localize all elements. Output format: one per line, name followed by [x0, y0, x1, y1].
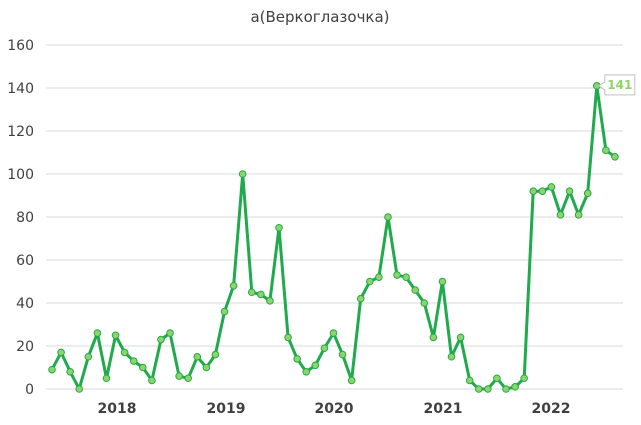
- series-markers: [48, 82, 619, 393]
- data-point: [456, 333, 465, 342]
- peak-callout: 141: [597, 74, 636, 96]
- data-point: [611, 153, 619, 161]
- data-point: [302, 368, 311, 376]
- data-point: [375, 273, 383, 282]
- data-point: [556, 211, 565, 219]
- y-axis-ticks: 0 20 40 60 80 100 120 140 160: [7, 38, 34, 398]
- data-point: [565, 187, 574, 195]
- data-point: [502, 385, 510, 393]
- data-point: [66, 368, 74, 376]
- data-point: [293, 355, 301, 363]
- data-point: [520, 374, 528, 383]
- data-point: [257, 290, 265, 299]
- y-tick-label: 140: [7, 81, 34, 97]
- data-point: [238, 170, 247, 178]
- data-point: [384, 213, 392, 221]
- y-tick-label: 80: [16, 210, 34, 226]
- data-point: [429, 333, 438, 342]
- data-point: [547, 183, 556, 191]
- data-point: [538, 187, 547, 195]
- chart-title: а(Веркоглазочка): [250, 8, 389, 26]
- data-point: [329, 329, 338, 337]
- data-point: [184, 374, 192, 383]
- x-tick-label: 2021: [424, 401, 463, 417]
- callout-box: [597, 74, 636, 96]
- data-point: [220, 307, 229, 316]
- data-point: [529, 187, 538, 195]
- data-point: [202, 363, 211, 372]
- data-point: [93, 329, 102, 337]
- data-point: [311, 361, 320, 370]
- data-point: [84, 352, 93, 361]
- data-point: [166, 329, 174, 337]
- data-point: [602, 146, 610, 155]
- data-point: [111, 331, 120, 340]
- x-axis-ticks: 2018 2019 2020 2021 2022: [98, 401, 571, 417]
- data-point: [229, 282, 238, 290]
- data-point: [320, 344, 329, 352]
- y-tick-label: 0: [25, 382, 34, 398]
- data-point: [157, 335, 165, 344]
- data-point: [474, 385, 483, 393]
- data-point: [247, 288, 256, 297]
- data-point: [366, 277, 374, 286]
- y-tick-label: 20: [16, 339, 34, 355]
- data-point: [275, 223, 283, 232]
- data-point: [511, 383, 519, 391]
- data-point: [139, 363, 147, 372]
- data-point: [411, 286, 420, 294]
- data-point: [175, 372, 183, 380]
- gridlines: [46, 44, 623, 390]
- x-tick-label: 2020: [315, 401, 354, 417]
- data-point: [356, 294, 365, 303]
- data-point: [574, 211, 583, 219]
- data-point: [193, 352, 202, 361]
- x-tick-label: 2022: [532, 401, 571, 417]
- data-point: [57, 348, 65, 357]
- data-point: [120, 348, 129, 357]
- data-point: [420, 299, 429, 307]
- data-point: [211, 350, 220, 359]
- data-point: [438, 277, 447, 286]
- data-point: [148, 376, 156, 385]
- data-point: [75, 385, 84, 393]
- data-point: [402, 273, 410, 282]
- data-point: [284, 333, 292, 342]
- y-tick-label: 100: [7, 167, 34, 183]
- data-point: [338, 350, 347, 359]
- data-point: [129, 357, 138, 365]
- x-tick-label: 2019: [207, 401, 246, 417]
- data-point: [447, 352, 456, 361]
- callout-label: 141: [607, 78, 632, 92]
- x-tick-label: 2018: [98, 401, 137, 417]
- data-point: [266, 297, 274, 305]
- data-point: [393, 271, 401, 279]
- data-point: [347, 376, 356, 385]
- data-point: [465, 376, 474, 385]
- data-point: [48, 365, 56, 374]
- data-point: [493, 374, 501, 383]
- y-tick-label: 60: [16, 253, 34, 269]
- y-tick-label: 40: [16, 296, 34, 312]
- data-point: [484, 385, 492, 393]
- data-point: [102, 374, 111, 383]
- data-point: [583, 189, 592, 198]
- y-tick-label: 160: [7, 38, 34, 54]
- y-tick-label: 120: [7, 124, 34, 140]
